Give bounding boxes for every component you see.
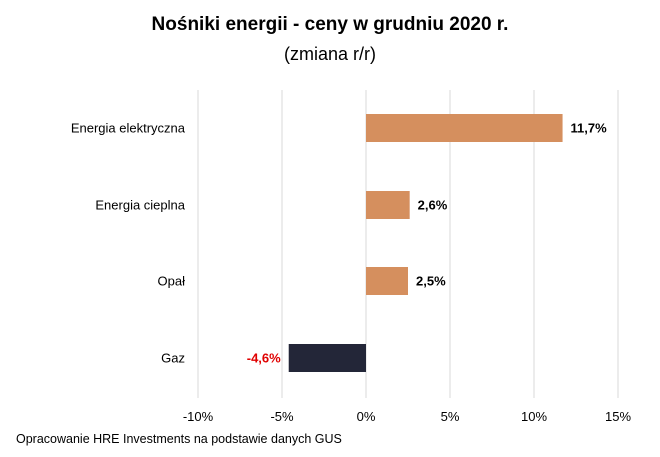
- x-tick-label: 15%: [605, 409, 631, 424]
- category-label: Opał: [158, 274, 186, 289]
- x-tick-label: 10%: [521, 409, 547, 424]
- category-label: Energia cieplna: [95, 198, 185, 213]
- data-label: 2,6%: [418, 198, 448, 213]
- x-tick-label: -10%: [183, 409, 214, 424]
- chart-title: Nośniki energii - ceny w grudniu 2020 r.: [151, 14, 509, 35]
- data-label: 2,5%: [416, 274, 446, 289]
- bar: [366, 191, 410, 219]
- data-label: 11,7%: [571, 121, 608, 136]
- bar: [288, 344, 366, 372]
- bar: [366, 114, 563, 142]
- bar: [366, 267, 408, 295]
- x-tick-label: 0%: [357, 409, 376, 424]
- category-label: Gaz: [161, 351, 185, 366]
- x-tick-label: 5%: [441, 409, 460, 424]
- data-label: -4,6%: [247, 351, 281, 366]
- source-note: Opracowanie HRE Investments na podstawie…: [16, 432, 342, 446]
- category-label: Energia elektryczna: [71, 121, 186, 136]
- x-tick-label: -5%: [270, 409, 294, 424]
- chart-subtitle: (zmiana r/r): [283, 44, 376, 64]
